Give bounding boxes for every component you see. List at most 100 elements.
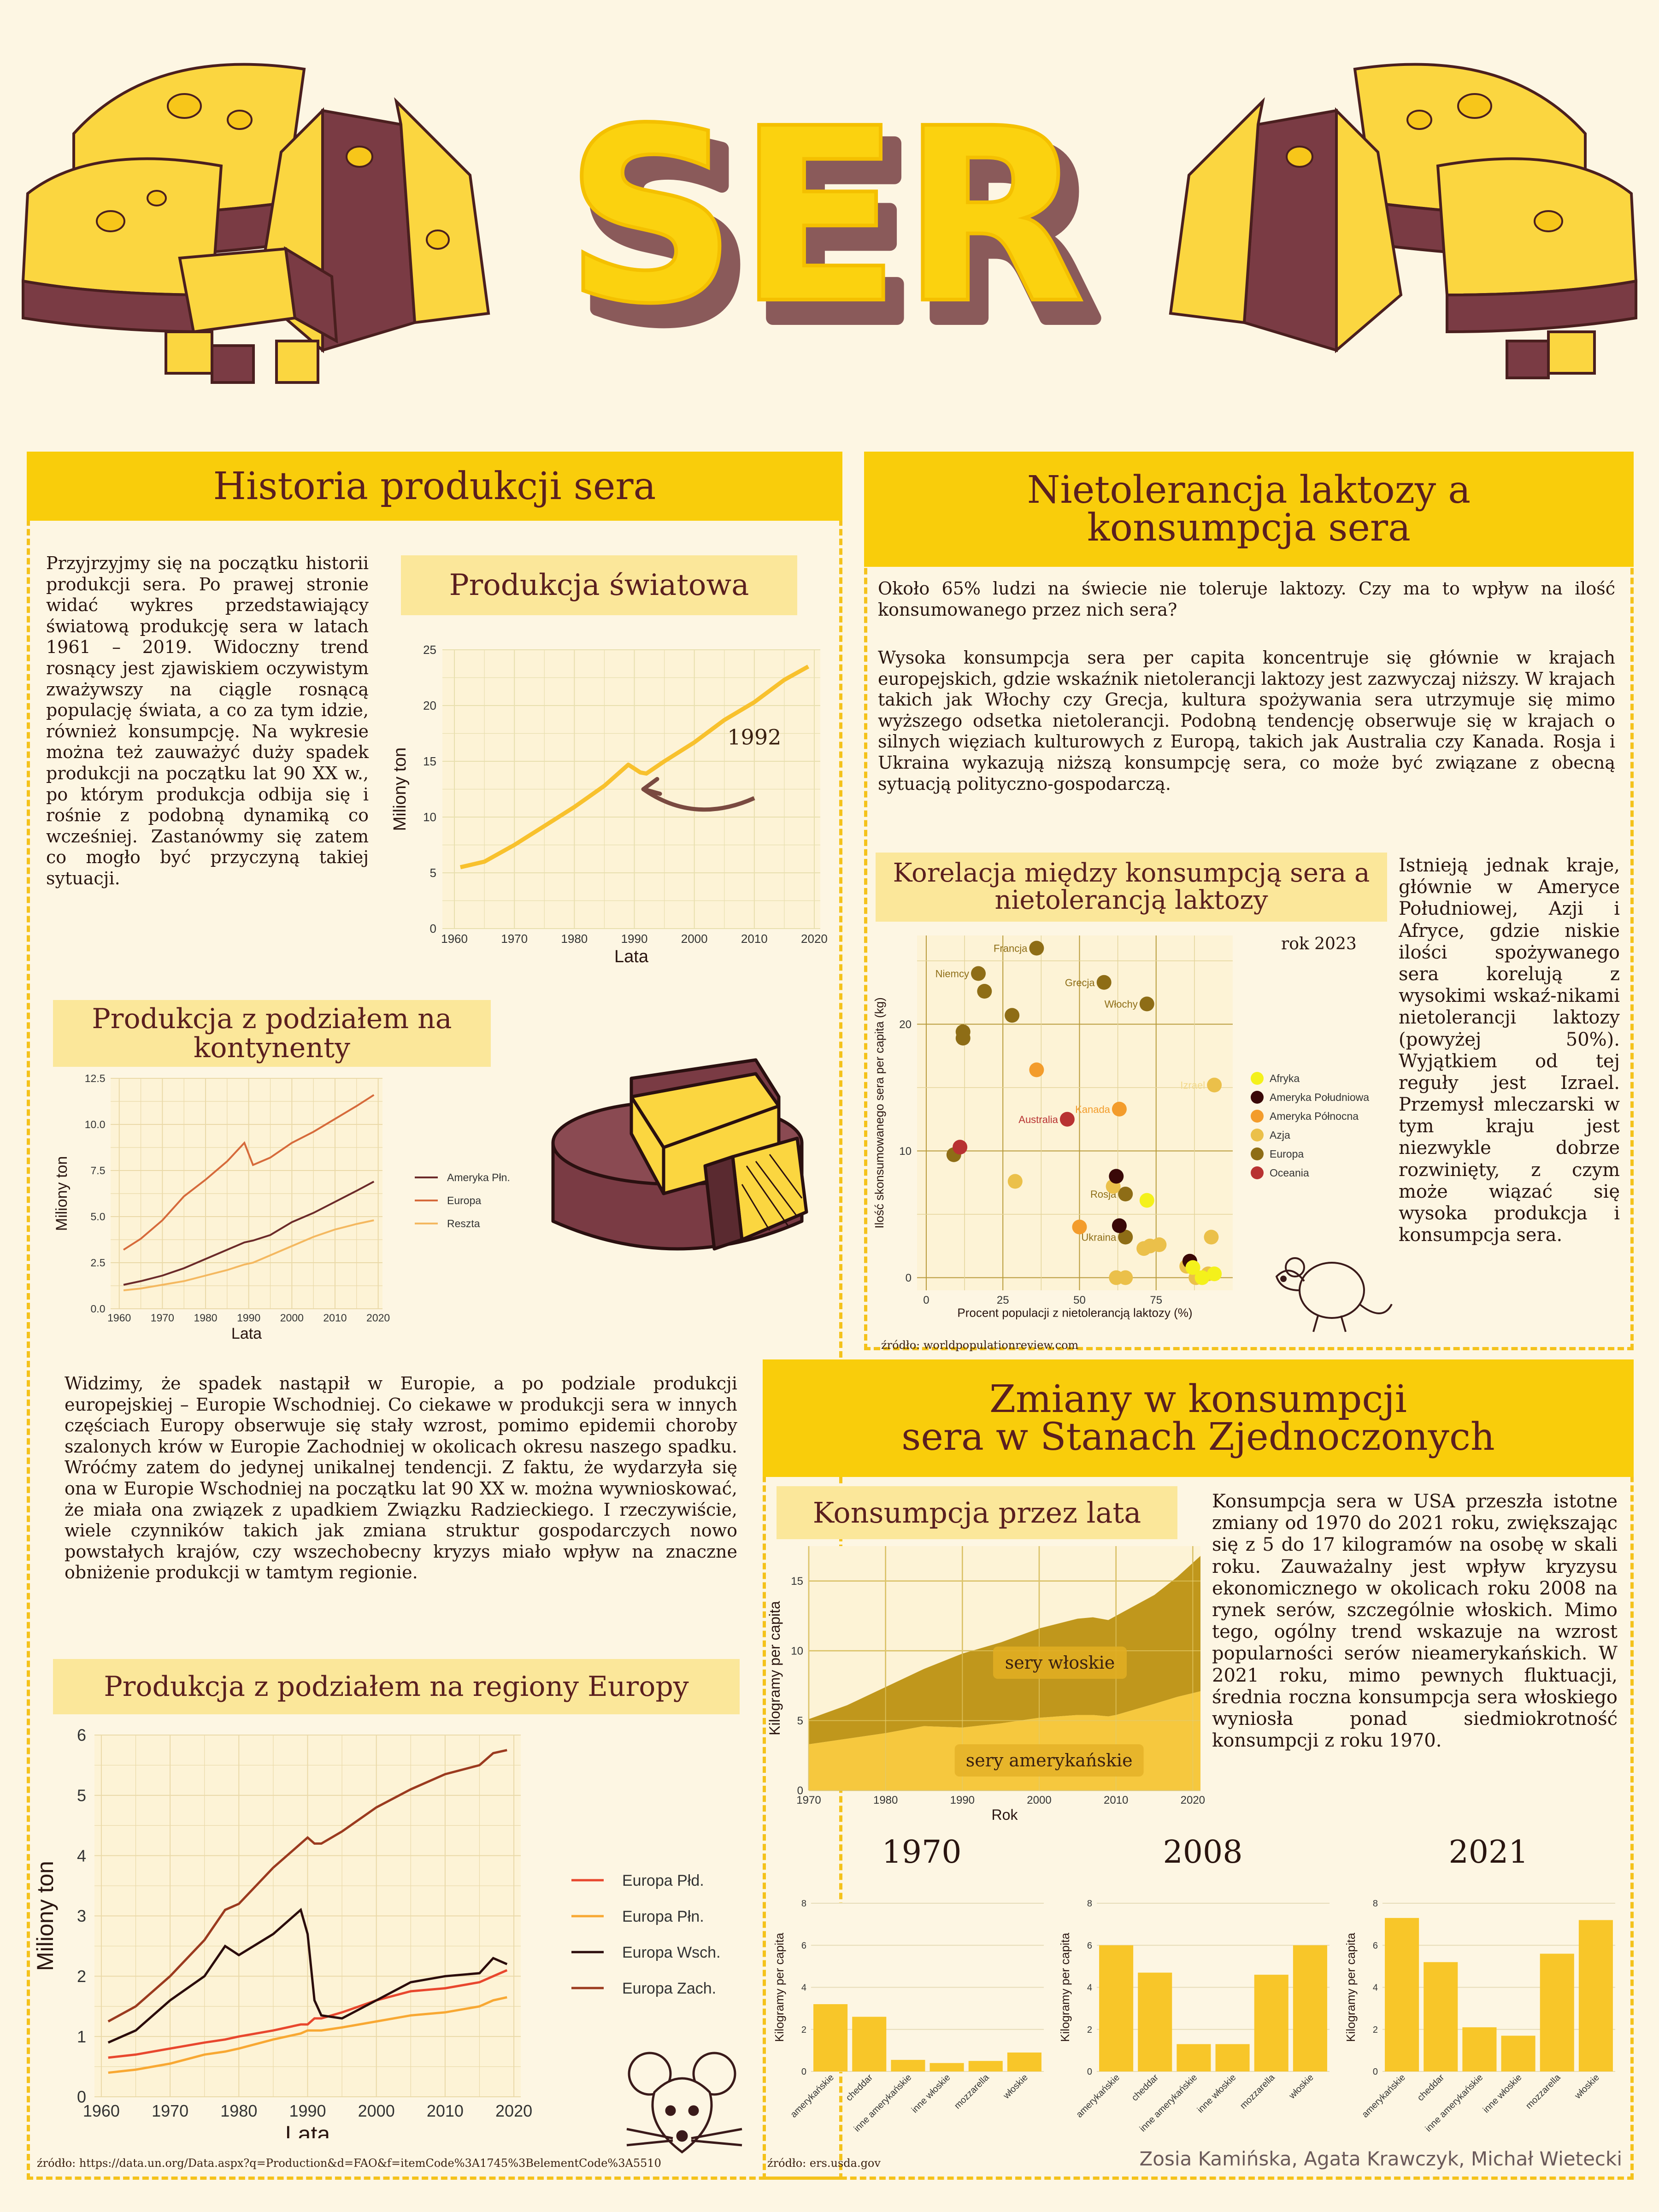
x-tick-label: 2010 [1104, 1794, 1128, 1806]
bar [1540, 1953, 1574, 2071]
x-tick-label: 2020 [366, 1312, 390, 1324]
y-tick-label: 3 [77, 1906, 86, 1925]
data-point [1112, 1218, 1127, 1233]
annotation-arrow [642, 787, 755, 812]
data-point [1194, 1270, 1210, 1285]
x-axis-label: Lata [614, 947, 649, 966]
series-label: sery amerykańskie [966, 1750, 1133, 1771]
bar [1215, 2044, 1250, 2071]
data-point [1029, 1062, 1044, 1077]
data-point [1007, 1174, 1023, 1189]
legend-label: Ameryka Płn. [447, 1171, 510, 1183]
x-tick-label: 2020 [801, 932, 828, 946]
usa-area-chart-title: Konsumpcja przez lata [777, 1486, 1177, 1539]
y-axis-label: Ilość skonsumowanego sera per capita (kg… [873, 997, 886, 1228]
bar [1578, 1920, 1613, 2071]
history-intro-text: Przyjrzyjmy się na początku historii pro… [46, 553, 369, 888]
data-point [1096, 975, 1112, 990]
bar [891, 2059, 925, 2071]
lactose-title: Nietolerancja laktozy a konsumpcja sera [864, 452, 1634, 567]
y-tick-label: 10 [791, 1645, 803, 1658]
point-label: Australia [1018, 1114, 1058, 1125]
x-tick-label: inne włoskie [1481, 2072, 1524, 2115]
scatter-subtitle: rok 2023 [1281, 935, 1357, 953]
legend-label: Azja [1270, 1129, 1290, 1141]
history-source: źródło: https://data.un.org/Data.aspx?q=… [37, 2157, 661, 2170]
legend-label: Europa Płd. [622, 1872, 704, 1889]
lactose-title-line1: Nietolerancja laktozy a [1027, 468, 1471, 512]
legend-swatch [1251, 1110, 1264, 1123]
continents-chart-title: Produkcja z podziałem na kontynenty [53, 1000, 491, 1067]
legend-label: Europa [1270, 1148, 1304, 1160]
bar [1177, 2044, 1211, 2071]
x-axis-label: Procent populacji z nietolerancją laktoz… [957, 1306, 1192, 1319]
x-tick-label: 2010 [323, 1312, 347, 1324]
y-tick-label: 20 [423, 699, 436, 712]
legend-swatch [1251, 1072, 1264, 1085]
y-tick-label: 0 [430, 922, 436, 935]
data-point [1152, 1237, 1167, 1252]
y-tick-label: 5 [797, 1715, 803, 1727]
lactose-scatter-chart: 0 25 50 75 0 10 20 Procent populacji z nietoler… [873, 935, 1369, 1319]
x-tick-label: 1980 [194, 1312, 217, 1324]
y-axis-label: Kilogramy per capita [766, 1601, 783, 1735]
lactose-side-text: Istnieją jednak kraje, głównie w Ameryce… [1399, 855, 1620, 1246]
x-tick-label: 1970 [501, 932, 528, 946]
y-tick-label: 2 [1373, 2025, 1378, 2035]
y-tick-label: 2 [1087, 2025, 1092, 2035]
legend-label: Europa [447, 1194, 481, 1206]
x-tick-label: włoskie [1572, 2072, 1601, 2101]
x-tick-label: 2010 [741, 932, 768, 946]
y-tick-label: 8 [1087, 1899, 1092, 1909]
y-tick-label: 5 [430, 866, 436, 880]
data-point [1059, 1112, 1075, 1127]
lactose-intro-text: Około 65% ludzi na świecie nie toleruje … [878, 578, 1615, 620]
bar [1254, 1975, 1288, 2071]
point-label: Kanada [1075, 1104, 1111, 1115]
series-line-1 [123, 1094, 375, 1251]
x-tick-label: cheddar [844, 2072, 875, 2103]
y-tick-label: 5 [77, 1786, 86, 1805]
y-tick-label: 0 [1087, 2067, 1092, 2077]
series-label: sery włoskie [1005, 1653, 1115, 1673]
bar [1007, 2052, 1041, 2071]
history-title: Historia produkcji sera [27, 452, 842, 521]
legend-swatch [1251, 1091, 1264, 1104]
data-point [1139, 996, 1154, 1012]
y-axis-label: Kilogramy per capita [772, 1932, 786, 2042]
legend-swatch [1251, 1166, 1264, 1179]
bar [1462, 2027, 1497, 2071]
y-tick-label: 2 [801, 2025, 806, 2035]
x-tick-label: 1990 [289, 2101, 326, 2120]
data-point [1136, 1241, 1152, 1256]
x-tick-label: 1960 [83, 2101, 120, 2120]
lactose-title-line2: konsumpcja sera [1087, 506, 1411, 550]
usa-text: Konsumpcja sera w USA przeszła istotne z… [1212, 1491, 1618, 1752]
cheese-wedge-icon [21, 63, 490, 384]
y-axis-label: Miliony ton [32, 1861, 58, 1971]
x-tick-label: 1970 [796, 1794, 821, 1806]
usa-title-line2: sera w Stanach Zjednoczonych [901, 1415, 1495, 1459]
bar [968, 2061, 1003, 2071]
bar [1385, 1918, 1419, 2071]
regions-chart-title: Produkcja z podziałem na regiony Europy [53, 1659, 740, 1714]
legend-label: Reszta [447, 1218, 480, 1230]
x-tick-label: 25 [997, 1294, 1009, 1306]
y-axis-label: Kilogramy per capita [1344, 1932, 1358, 2042]
x-tick-label: cheddar [1416, 2072, 1447, 2103]
bar [930, 2063, 964, 2071]
data-point [1029, 941, 1044, 956]
y-tick-label: 6 [77, 1726, 86, 1745]
y-tick-label: 15 [423, 754, 436, 768]
rat-icon [1275, 1257, 1393, 1332]
x-tick-label: inne włoskie [1195, 2072, 1238, 2115]
bars-2008-title: 2008 [1163, 1834, 1243, 1871]
bar [1424, 1962, 1458, 2071]
y-tick-label: 20 [899, 1018, 912, 1031]
bars-2021-chart: 0 2 4 6 8 Kilogramy per capita amerykańskie che… [1344, 1899, 1615, 2134]
x-tick-label: mozzarella [1238, 2072, 1277, 2111]
x-tick-label: 1960 [441, 932, 468, 946]
point-label: Izrael [1180, 1080, 1205, 1091]
data-point [1118, 1270, 1133, 1285]
x-tick-label: 75 [1150, 1294, 1162, 1306]
